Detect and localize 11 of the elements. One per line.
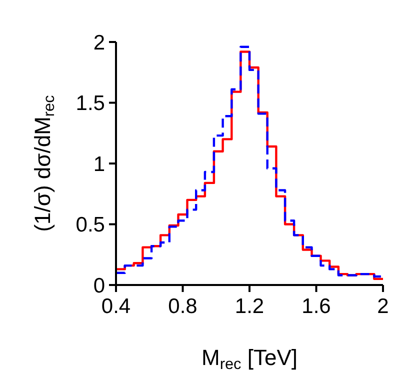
x-tick-label: 0.8 (168, 294, 198, 318)
y-tick-label: 0 (93, 274, 105, 298)
y-tick-label: 2 (93, 31, 105, 54)
x-tick-label: 0.4 (101, 294, 131, 318)
x-axis-title: M$_{rec}$ [TeV] (202, 345, 298, 373)
x-tick-label: 1.2 (234, 294, 264, 318)
y-tick-label: 1.5 (76, 92, 105, 116)
y-tick-label: 0.5 (76, 214, 105, 237)
x-tick-label: 2 (377, 294, 389, 318)
y-tick-label: 1 (93, 152, 105, 176)
x-tick-label: 1.6 (302, 294, 331, 318)
